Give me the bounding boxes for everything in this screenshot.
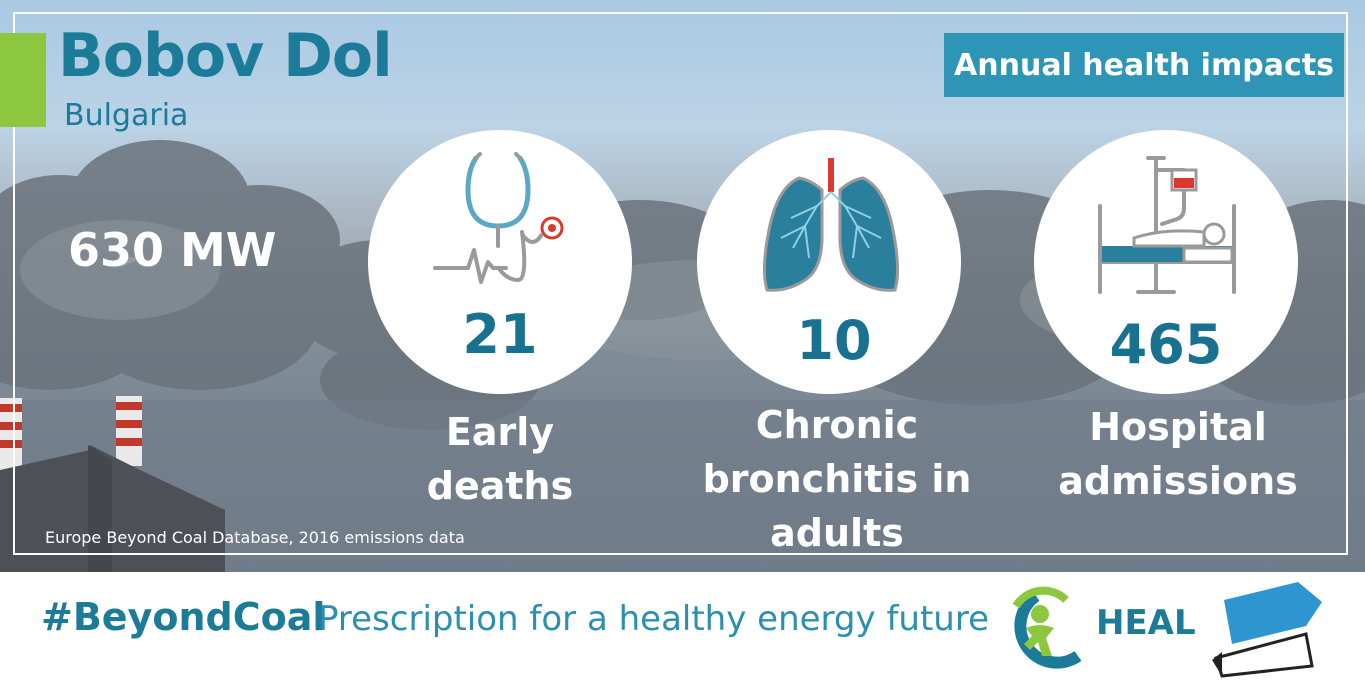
campaign-tagline: Prescription for a healthy energy future — [318, 599, 989, 639]
stat-circle-chronic-bronchitis — [697, 130, 961, 394]
plant-capacity: 630 MW — [68, 223, 277, 277]
chronic-bronchitis-label-line-3: adults — [770, 511, 904, 555]
campaign-hashtag: #BeyondCoal — [41, 595, 326, 639]
lungs-icon — [762, 158, 900, 292]
hospital-admissions-value: 465 — [1109, 313, 1223, 376]
chronic-bronchitis-label: Chronic bronchitis in adults — [687, 398, 987, 560]
data-source-note: Europe Beyond Coal Database, 2016 emissi… — [45, 528, 465, 547]
early-deaths-value: 21 — [462, 303, 538, 366]
early-deaths-label-line-2: deaths — [426, 464, 574, 508]
stat-circle-early-deaths — [368, 130, 632, 394]
hospital-admissions-label: Hospital admissions — [1028, 400, 1328, 508]
hero-background: Bobov Dol Bulgaria 630 MW Annual health … — [0, 0, 1365, 572]
stat-circle-hospital-admissions — [1034, 130, 1298, 394]
hospital-bed-icon — [1098, 156, 1236, 294]
chronic-bronchitis-value: 10 — [796, 309, 872, 372]
content-frame — [13, 12, 1348, 555]
plant-name: Bobov Dol — [58, 21, 393, 91]
country-name: Bulgaria — [64, 98, 189, 133]
hospital-admissions-label-line-2: admissions — [1058, 459, 1298, 503]
early-deaths-label-line-1: Early — [445, 410, 555, 454]
europe-beyond-coal-logo-icon — [1212, 582, 1322, 678]
hospital-admissions-label-line-1: Hospital — [1089, 405, 1267, 449]
early-deaths-label: Early deaths — [350, 405, 650, 513]
footer-bar: #BeyondCoal Prescription for a healthy e… — [0, 572, 1365, 683]
heal-logo-icon — [1012, 586, 1082, 669]
accent-bar — [0, 33, 46, 127]
chimney-illustration — [0, 396, 142, 478]
annual-health-impacts-badge: Annual health impacts — [944, 33, 1344, 97]
chronic-bronchitis-label-line-1: Chronic — [755, 403, 919, 447]
stethoscope-icon — [433, 152, 564, 284]
heal-logo-text: HEAL — [1096, 603, 1196, 643]
chronic-bronchitis-label-line-2: bronchitis in — [702, 457, 972, 501]
